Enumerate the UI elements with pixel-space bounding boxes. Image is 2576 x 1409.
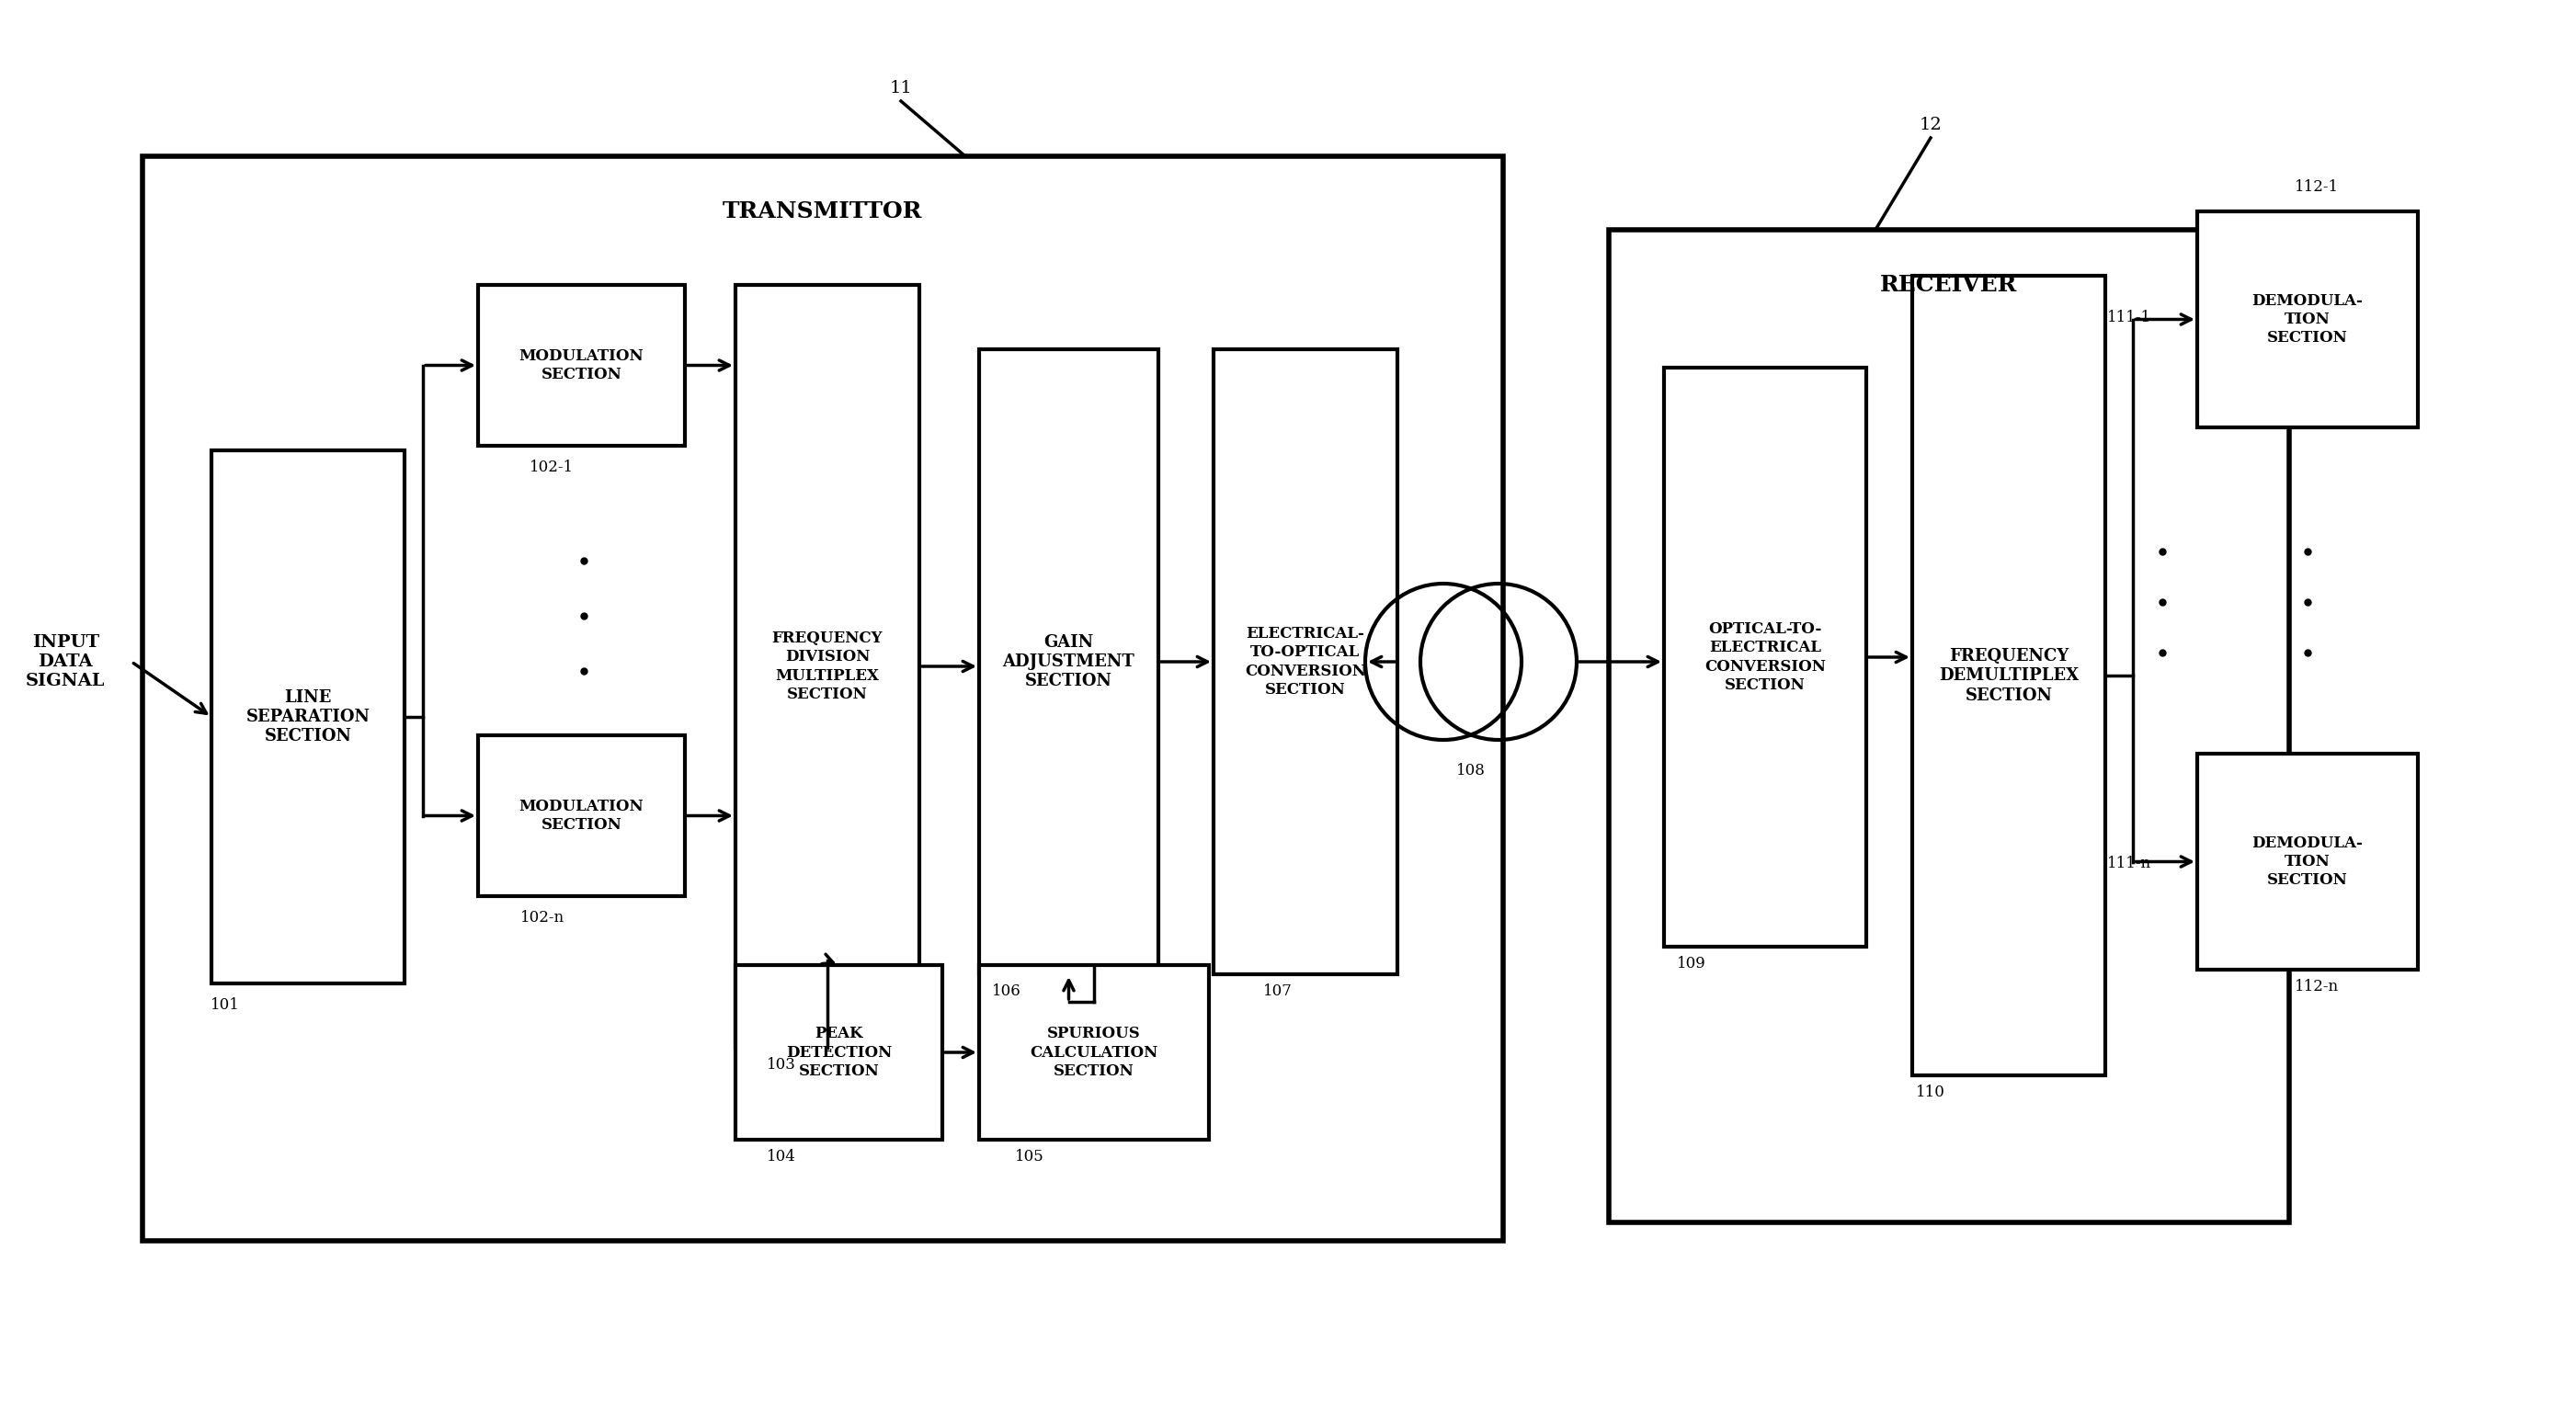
Text: FREQUENCY
DEMULTIPLEX
SECTION: FREQUENCY DEMULTIPLEX SECTION — [1940, 648, 2079, 703]
Text: RECEIVER: RECEIVER — [1880, 273, 2017, 296]
Text: TRANSMITTOR: TRANSMITTOR — [724, 200, 922, 223]
Text: PEAK
DETECTION
SECTION: PEAK DETECTION SECTION — [786, 1026, 891, 1079]
Text: FREQUENCY
DIVISION
MULTIPLEX
SECTION: FREQUENCY DIVISION MULTIPLEX SECTION — [773, 631, 884, 702]
Text: INPUT
DATA
SIGNAL: INPUT DATA SIGNAL — [26, 634, 106, 690]
Text: 101: 101 — [211, 998, 240, 1013]
Text: 11: 11 — [889, 80, 912, 96]
Text: ELECTRICAL-
TO-OPTICAL
CONVERSION
SECTION: ELECTRICAL- TO-OPTICAL CONVERSION SECTIO… — [1244, 626, 1365, 697]
Text: 12: 12 — [1919, 117, 1942, 134]
Text: MODULATION
SECTION: MODULATION SECTION — [520, 348, 644, 382]
Text: 107: 107 — [1262, 983, 1293, 999]
Text: 102-1: 102-1 — [531, 459, 574, 475]
Text: 105: 105 — [1015, 1148, 1043, 1164]
Text: 109: 109 — [1677, 955, 1705, 971]
Bar — [211, 451, 404, 983]
Text: 112-1: 112-1 — [2295, 179, 2339, 194]
Bar — [1610, 230, 2290, 1223]
Text: GAIN
ADJUSTMENT
SECTION: GAIN ADJUSTMENT SECTION — [1002, 634, 1136, 690]
Bar — [2197, 754, 2419, 969]
Text: 104: 104 — [768, 1148, 796, 1164]
Bar — [979, 349, 1159, 974]
Bar — [1213, 349, 1396, 974]
Text: 103: 103 — [768, 1057, 796, 1072]
Text: 110: 110 — [1917, 1085, 1945, 1100]
Bar — [479, 285, 685, 445]
Text: DEMODULA-
TION
SECTION: DEMODULA- TION SECTION — [2251, 836, 2362, 888]
Text: 111-1: 111-1 — [2107, 310, 2151, 325]
Text: 111-n: 111-n — [2107, 857, 2151, 872]
Bar — [1911, 276, 2105, 1075]
Bar — [737, 965, 943, 1140]
Text: DEMODULA-
TION
SECTION: DEMODULA- TION SECTION — [2251, 293, 2362, 345]
Text: LINE
SEPARATION
SECTION: LINE SEPARATION SECTION — [245, 689, 371, 745]
Bar — [479, 735, 685, 896]
Text: 108: 108 — [1455, 762, 1486, 779]
Text: 102-n: 102-n — [520, 910, 564, 926]
Bar — [1664, 368, 1865, 947]
Text: OPTICAL-TO-
ELECTRICAL
CONVERSION
SECTION: OPTICAL-TO- ELECTRICAL CONVERSION SECTIO… — [1705, 621, 1826, 693]
Text: SPURIOUS
CALCULATION
SECTION: SPURIOUS CALCULATION SECTION — [1030, 1026, 1159, 1079]
Bar — [979, 965, 1208, 1140]
Bar — [737, 285, 920, 1048]
Bar — [2197, 211, 2419, 427]
Text: 112-n: 112-n — [2295, 979, 2339, 995]
Bar — [142, 156, 1504, 1241]
Text: 106: 106 — [992, 983, 1020, 999]
Text: MODULATION
SECTION: MODULATION SECTION — [520, 799, 644, 833]
